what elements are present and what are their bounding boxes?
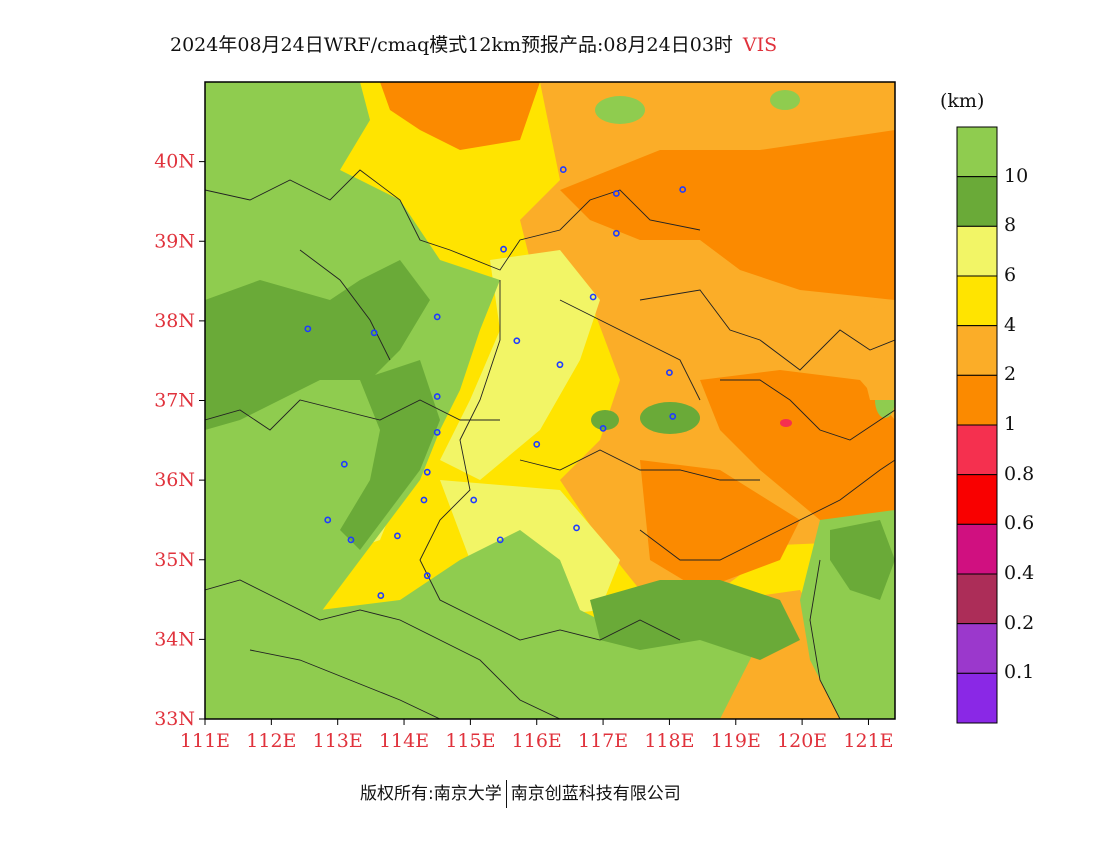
colorbar-label: 4	[1004, 313, 1017, 336]
colorbar-label: 1	[1004, 413, 1017, 435]
colorbar-label: 0.6	[1004, 512, 1035, 535]
city-marker	[679, 186, 687, 193]
title-variable: VIS	[742, 34, 778, 56]
city-marker	[304, 325, 312, 333]
city-marker	[589, 293, 597, 301]
lat-tick-label: 36N	[154, 469, 195, 491]
copyright-right: 南京创蓝科技有限公司	[510, 784, 681, 804]
city-marker	[513, 337, 521, 345]
city-marker	[394, 532, 401, 540]
city-marker	[612, 229, 620, 237]
city-marker	[666, 369, 673, 377]
city-marker	[433, 428, 441, 436]
map-title: 2024年08月24日WRF/cmaq模式12km预报产品:08月24日03时 V…	[170, 30, 777, 57]
copyright-left: 版权所有:南京大学	[360, 784, 502, 804]
colorbar-label: 0.4	[1004, 562, 1035, 584]
field-darkgreen-east	[830, 520, 895, 600]
field-dark-orange-east	[700, 370, 895, 520]
colorbar-label: 8	[1004, 214, 1017, 237]
lon-tick-label: 121E	[843, 730, 893, 752]
lat-tick-label: 35N	[154, 549, 195, 571]
lat-tick-label: 40N	[154, 151, 195, 173]
field-lightyellow-center	[440, 250, 600, 480]
lon-tick-label: 117E	[578, 730, 628, 752]
city-marker	[556, 361, 564, 369]
colorbar-label: 0.2	[1004, 611, 1035, 634]
title-text: 2024年08月24日WRF/cmaq模式12km预报产品:08月24日03时	[170, 34, 733, 56]
lon-tick-label: 111E	[180, 730, 230, 752]
lon-tick-label: 115E	[445, 730, 495, 752]
field-red-spot	[780, 419, 792, 427]
field-sea	[840, 300, 895, 400]
city-marker	[470, 496, 478, 504]
boundaries	[205, 169, 895, 719]
city-marker	[347, 536, 355, 544]
city-marker	[573, 524, 580, 532]
lat-tick-label: 33N	[154, 708, 195, 730]
lon-tick-label: 114E	[379, 730, 429, 752]
longitude-axis: 111E 112E 113E 114E 115E 116E 117E 118E 119E 120E…	[180, 719, 894, 752]
field-darkgreen-west	[205, 260, 430, 430]
city-marker	[496, 536, 504, 544]
city-marker	[533, 440, 541, 448]
colorbar-label: 6	[1004, 264, 1017, 286]
field-green-west	[205, 82, 500, 719]
field-green-north-2	[770, 90, 800, 110]
city-marker	[433, 393, 441, 400]
field-darkgreen-spot-2	[591, 410, 619, 430]
city-marker	[500, 245, 507, 253]
colorbar-label: 2	[1004, 363, 1017, 386]
field-green-south	[205, 530, 760, 719]
lat-tick-label: 37N	[154, 390, 195, 412]
city-marker	[324, 516, 332, 524]
city-marker	[612, 190, 620, 197]
lon-tick-label: 116E	[512, 730, 562, 752]
visibility-field	[205, 82, 895, 719]
city-marker	[423, 572, 431, 580]
colorbar-unit: (km)	[940, 90, 985, 112]
colorbar-label: 10	[1004, 164, 1029, 187]
field-darkgreen-center	[340, 360, 440, 550]
field-dark-orange-nw	[380, 82, 540, 150]
colorbar-label: 0.8	[1004, 462, 1035, 485]
lon-tick-label: 120E	[777, 730, 827, 752]
latitude-axis: 40N 39N 38N 37N 36N 35N 34N 33N	[154, 151, 205, 730]
field-dark-orange-south	[640, 460, 800, 590]
field-dark-orange-north	[560, 130, 895, 300]
field-green-north	[595, 96, 645, 124]
city-marker	[433, 313, 441, 321]
lon-tick-label: 112E	[246, 730, 296, 752]
lon-tick-label: 118E	[644, 730, 694, 752]
city-markers	[304, 166, 687, 599]
city-marker	[559, 166, 567, 173]
city-marker	[599, 424, 607, 432]
city-marker	[420, 496, 428, 504]
lat-tick-label: 34N	[154, 628, 195, 650]
footer-separator	[505, 780, 507, 808]
lon-tick-label: 119E	[711, 730, 761, 752]
field-darkgreen-south	[590, 580, 800, 660]
colorbar-label: 0.1	[1004, 661, 1035, 684]
lat-tick-label: 39N	[154, 230, 195, 252]
city-marker	[340, 460, 348, 468]
copyright-footer: 版权所有:南京大学 南京创蓝科技有限公司	[360, 779, 681, 808]
lat-tick-label: 38N	[154, 310, 195, 332]
city-marker	[423, 468, 431, 476]
city-marker	[669, 413, 677, 420]
city-marker	[377, 592, 385, 599]
lon-tick-label: 113E	[313, 730, 363, 752]
city-marker	[370, 329, 378, 337]
